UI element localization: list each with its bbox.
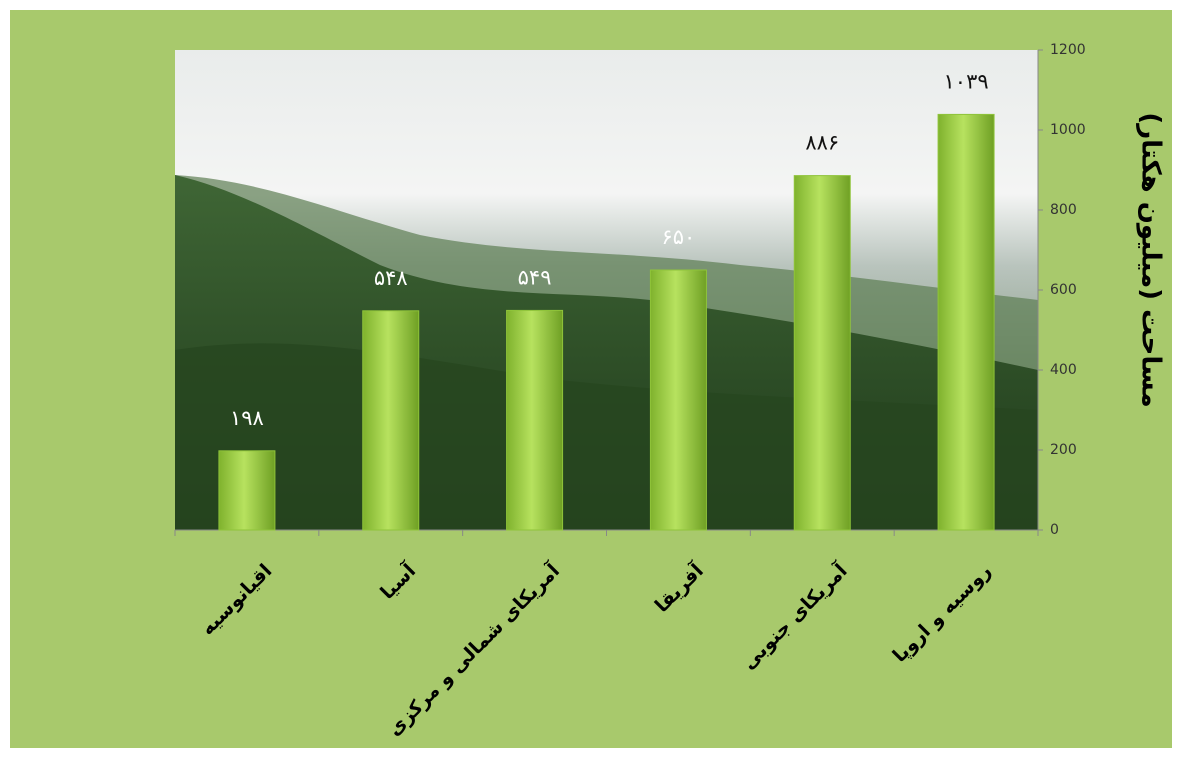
y-axis-title: مساحت (میلیون هکتار) xyxy=(1136,112,1166,407)
value-label: ۶۵۰ xyxy=(661,225,695,249)
y-tick-label: 200 xyxy=(1050,442,1077,458)
bar xyxy=(506,309,564,531)
value-label: ۱۹۸ xyxy=(230,406,264,430)
value-label: ۵۴۹ xyxy=(518,265,552,289)
y-tick-label: 600 xyxy=(1050,282,1077,298)
bar xyxy=(362,310,420,531)
value-label: ۸۸۶ xyxy=(805,131,839,155)
bar xyxy=(649,269,707,531)
y-tick-label: 0 xyxy=(1050,522,1059,538)
y-tick-label: 800 xyxy=(1050,202,1077,218)
plot-photo xyxy=(175,50,1038,530)
value-label: ۱۰۳۹ xyxy=(944,69,989,93)
bar xyxy=(937,113,995,531)
y-tick-label: 400 xyxy=(1050,362,1077,378)
bar xyxy=(218,450,276,531)
bar xyxy=(793,175,851,531)
value-label: ۵۴۸ xyxy=(374,266,408,290)
y-tick-label: 1200 xyxy=(1050,42,1086,58)
y-tick-label: 1000 xyxy=(1050,122,1086,138)
